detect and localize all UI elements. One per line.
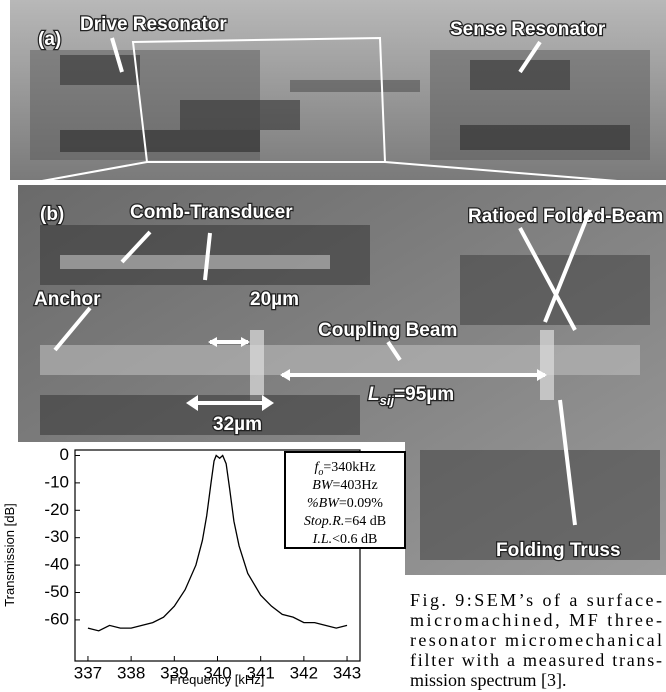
spec-symbol: BW bbox=[312, 478, 334, 493]
panel-tag: (a) bbox=[38, 29, 61, 50]
label: 32µm bbox=[213, 414, 262, 435]
y-axis-label: Transmission [dB] bbox=[2, 503, 17, 607]
spec-line: %BW=0.09% bbox=[307, 496, 383, 511]
caption: Fig. 9:SEM’s of a surface-micromachined,… bbox=[410, 590, 662, 690]
spec-line: BW=403Hz bbox=[312, 478, 377, 493]
spec-value: =340kHz bbox=[323, 460, 375, 475]
label: Ratioed Folded-Beam bbox=[468, 206, 663, 227]
y-tick-label: -40 bbox=[44, 555, 69, 574]
panel-tag: (b) bbox=[40, 204, 64, 225]
spec-value: =64 dB bbox=[344, 514, 386, 529]
y-tick-label: -30 bbox=[44, 527, 69, 546]
spec-value: =0.09% bbox=[339, 496, 383, 511]
caption-line: resonator micromechanical bbox=[410, 630, 662, 650]
subscript: sij bbox=[380, 393, 395, 408]
label: Drive Resonator bbox=[80, 14, 227, 35]
figure: (a) Drive Resonator Sense Resonator (b) … bbox=[0, 0, 666, 692]
spec-value: <0.6 dB bbox=[332, 532, 377, 547]
x-tick-label: 342 bbox=[290, 663, 318, 682]
label: Comb-Transducer bbox=[130, 202, 293, 223]
spec-symbol: I.L. bbox=[312, 532, 332, 547]
spec-line: I.L.<0.6 dB bbox=[312, 532, 378, 547]
y-tick-label: -10 bbox=[44, 472, 69, 491]
caption-line: filter with a measured trans- bbox=[410, 650, 662, 670]
label: Coupling Beam bbox=[318, 320, 457, 341]
spec-symbol: Stop.R. bbox=[304, 514, 344, 529]
spec-value: =403Hz bbox=[332, 478, 377, 493]
value: =95µm bbox=[394, 384, 454, 405]
y-tick-label: -60 bbox=[44, 609, 69, 628]
x-axis-label: Frequency [kHz] bbox=[170, 672, 265, 687]
y-tick-label: -50 bbox=[44, 582, 69, 601]
label: Folding Truss bbox=[496, 540, 621, 561]
label: 20µm bbox=[250, 289, 299, 310]
x-tick-label: 337 bbox=[74, 663, 102, 682]
label: Anchor bbox=[34, 289, 101, 310]
y-tick-label: -20 bbox=[44, 500, 69, 519]
spec-line: Stop.R.=64 dB bbox=[304, 514, 386, 529]
y-tick-label: 0 bbox=[60, 445, 69, 464]
x-tick-label: 343 bbox=[333, 663, 361, 682]
caption-line: micromachined, MF three- bbox=[410, 610, 662, 630]
caption-line: mission spectrum [3]. bbox=[410, 670, 566, 690]
label: Sense Resonator bbox=[450, 19, 606, 40]
spec-symbol: %BW bbox=[307, 496, 340, 511]
symbol: L bbox=[368, 384, 380, 405]
caption-line: Fig. 9:SEM’s of a surface- bbox=[410, 590, 662, 610]
x-tick-label: 338 bbox=[117, 663, 145, 682]
